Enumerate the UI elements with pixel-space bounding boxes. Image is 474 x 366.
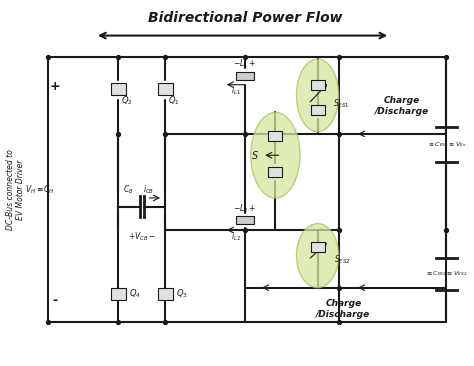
Bar xyxy=(158,83,173,95)
Text: Charge
/Discharge: Charge /Discharge xyxy=(316,299,371,319)
Text: $Q_3$: $Q_3$ xyxy=(176,288,188,300)
Bar xyxy=(310,242,325,252)
Ellipse shape xyxy=(297,59,338,132)
Text: $S_{ES1}$: $S_{ES1}$ xyxy=(333,98,349,110)
Text: $-L_1+$: $-L_1+$ xyxy=(233,57,256,70)
Bar xyxy=(111,288,126,300)
Text: DC-Bus connected to
EV Motor Driver: DC-Bus connected to EV Motor Driver xyxy=(6,149,25,230)
Text: -: - xyxy=(53,294,58,307)
Text: Bidirectional Power Flow: Bidirectional Power Flow xyxy=(148,11,342,26)
Text: $i_{L1}$: $i_{L1}$ xyxy=(231,84,241,97)
Ellipse shape xyxy=(297,224,338,288)
Text: $S_{ES2}$: $S_{ES2}$ xyxy=(334,254,351,266)
Text: $Q_1$: $Q_1$ xyxy=(168,94,180,107)
Bar xyxy=(111,83,126,95)
Bar xyxy=(310,105,325,116)
Text: $V_H$ ≡$C_H$: $V_H$ ≡$C_H$ xyxy=(25,183,55,196)
Bar xyxy=(236,72,255,81)
Text: $\equiv C_{ES1}\equiv V_{Es}$: $\equiv C_{ES1}\equiv V_{Es}$ xyxy=(427,140,466,149)
Text: $-L_2+$: $-L_2+$ xyxy=(233,202,256,215)
Bar xyxy=(158,288,173,300)
Ellipse shape xyxy=(251,112,300,198)
Bar xyxy=(236,216,255,224)
Text: $i_{L2}$: $i_{L2}$ xyxy=(231,230,241,243)
Text: $\equiv C_{ES2}\equiv V_{ES2}$: $\equiv C_{ES2}\equiv V_{ES2}$ xyxy=(425,270,467,279)
Text: Charge
/Discharge: Charge /Discharge xyxy=(375,96,429,116)
Text: $Q_4$: $Q_4$ xyxy=(129,288,141,300)
Bar xyxy=(268,167,283,178)
Bar xyxy=(268,131,283,141)
Text: $C_B$: $C_B$ xyxy=(122,183,133,196)
Text: $Q_2$: $Q_2$ xyxy=(121,94,133,107)
Text: $S$: $S$ xyxy=(251,149,259,161)
Bar xyxy=(310,79,325,90)
Text: $i_{CB}$: $i_{CB}$ xyxy=(143,183,155,196)
Text: $+V_{CB}-$: $+V_{CB}-$ xyxy=(128,230,156,243)
Text: +: + xyxy=(50,81,61,93)
